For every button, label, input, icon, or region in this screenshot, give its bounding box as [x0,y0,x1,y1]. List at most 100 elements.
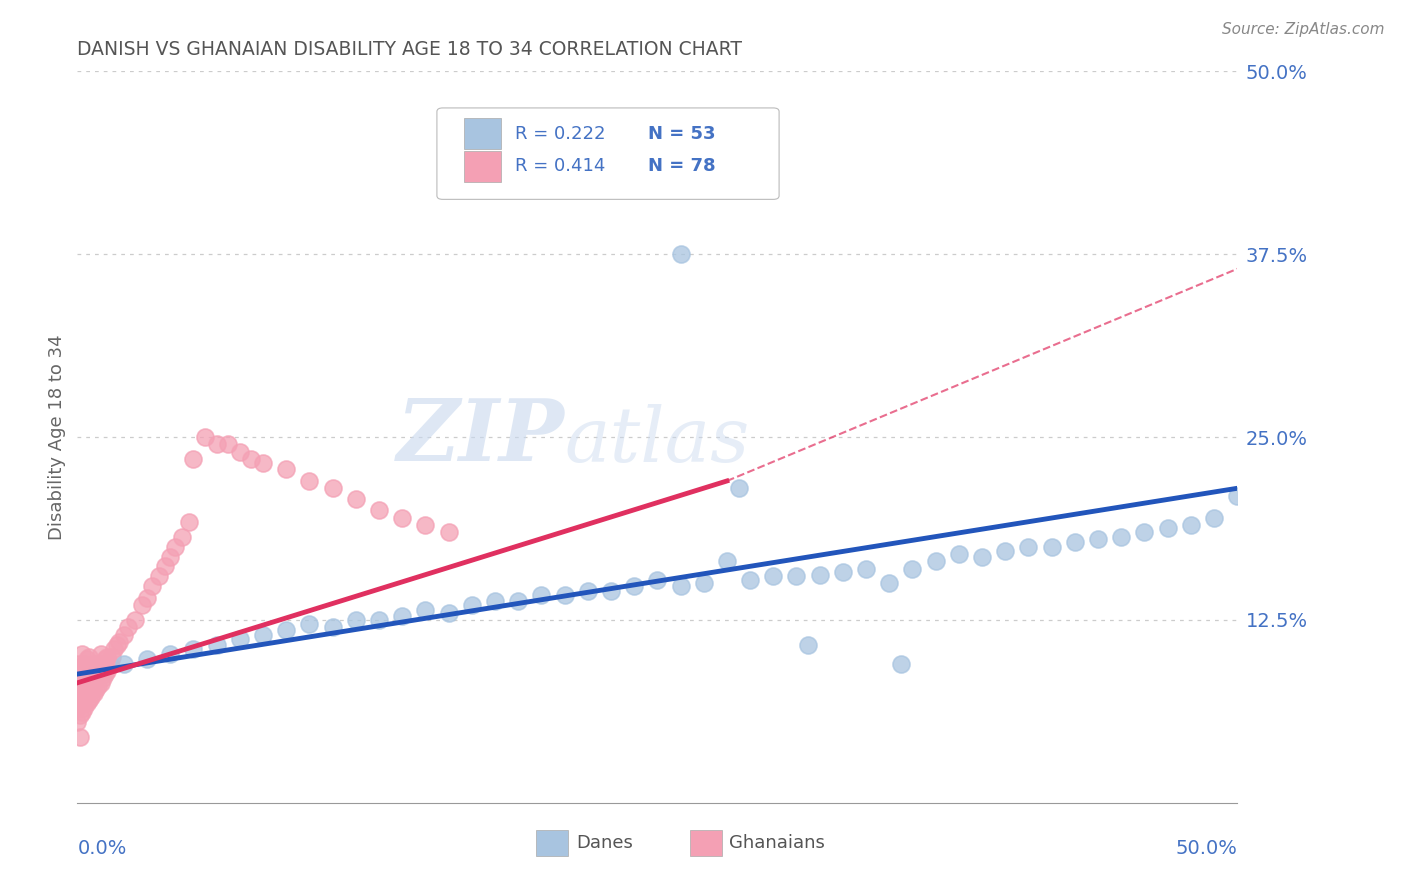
Point [84,681,107,696]
Point [148,569,170,583]
Point [1087,533,1109,547]
Point [252,627,274,641]
Point [1111,530,1133,544]
Point [96,664,118,678]
Point [90,647,111,661]
Point [76,652,98,666]
Point [177,515,200,529]
Bar [464,118,501,149]
Point [66,657,89,671]
Point [77,664,100,678]
Point [437,525,460,540]
Point [1063,535,1085,549]
Point [73,686,96,700]
Point [762,569,785,583]
Point [112,627,135,641]
Point [716,554,738,568]
Point [80,676,103,690]
Point [73,700,96,714]
Point [77,679,100,693]
Point [391,510,413,524]
Point [972,549,994,564]
Point [69,664,91,678]
Point [90,676,111,690]
Point [413,603,436,617]
Text: 50.0%: 50.0% [1175,839,1237,858]
Point [70,690,93,705]
Point [135,591,157,605]
Point [98,657,121,671]
Point [80,690,103,705]
Point [901,562,924,576]
Text: atlas: atlas [565,404,749,478]
Bar [464,151,501,182]
Point [600,583,623,598]
Point [948,547,970,561]
Point [647,574,669,588]
Text: Danes: Danes [576,834,633,852]
Point [83,672,105,686]
Point [70,676,93,690]
Point [344,491,367,506]
Point [484,594,506,608]
Point [80,661,103,675]
Text: 0.0%: 0.0% [77,839,127,858]
Point [183,642,205,657]
Point [70,661,93,675]
Point [877,576,901,591]
Point [94,667,117,681]
Point [73,657,96,671]
Point [66,686,89,700]
Bar [536,830,568,856]
Point [90,661,111,675]
Text: N = 78: N = 78 [648,158,716,176]
Point [84,667,107,681]
Point [1133,525,1156,540]
Point [159,549,181,564]
Point [693,576,716,591]
Point [855,562,877,576]
Point [205,638,228,652]
Point [890,657,912,671]
Point [1156,521,1178,535]
Point [194,430,217,444]
Point [205,437,228,451]
Point [163,540,186,554]
Point [1226,489,1249,503]
Point [117,620,139,634]
Point [91,657,114,671]
Point [274,462,298,476]
Point [170,530,193,544]
Point [105,638,128,652]
Text: N = 53: N = 53 [648,125,716,143]
Point [66,672,89,686]
Text: ZIP: ZIP [396,395,565,479]
Point [124,613,146,627]
Point [1202,510,1225,524]
Point [217,437,239,451]
Point [155,558,177,573]
Text: DANISH VS GHANAIAN DISABILITY AGE 18 TO 34 CORRELATION CHART: DANISH VS GHANAIAN DISABILITY AGE 18 TO … [77,39,742,59]
Point [70,705,93,719]
Point [808,567,831,582]
Point [530,588,553,602]
Bar [690,830,723,856]
Point [506,594,529,608]
Y-axis label: Disability Age 18 to 34: Disability Age 18 to 34 [48,334,66,540]
Point [321,481,344,495]
Point [96,649,118,664]
Point [368,503,391,517]
Point [391,608,413,623]
Point [87,679,110,693]
Point [83,686,105,700]
Point [66,700,89,714]
Point [66,693,89,707]
Point [461,599,484,613]
Point [554,588,576,602]
Point [437,606,460,620]
Point [131,599,153,613]
Point [298,474,321,488]
Point [797,638,820,652]
Text: R = 0.222: R = 0.222 [515,125,605,143]
Text: Ghanaians: Ghanaians [730,834,825,852]
